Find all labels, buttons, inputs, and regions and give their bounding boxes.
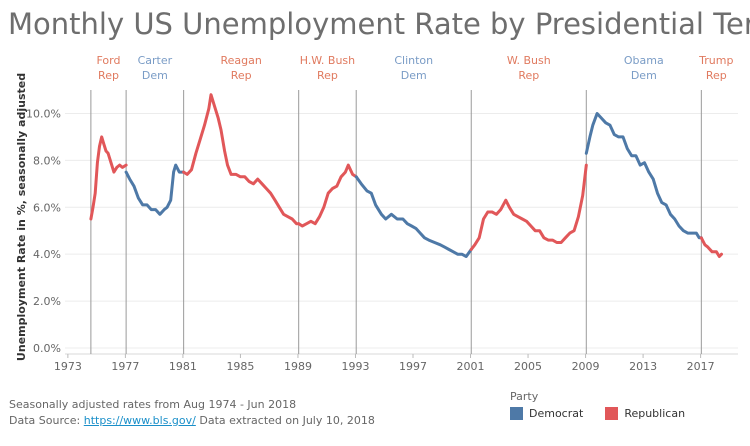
legend-item-democrat[interactable]: Democrat (510, 407, 583, 420)
series-line-obama (584, 112, 703, 240)
term-president-label: Carter (138, 54, 173, 67)
term-president-label: Obama (624, 54, 664, 67)
term-president-label: W. Bush (507, 54, 551, 67)
term-party-label: Rep (231, 69, 252, 82)
x-tick-label: 2001 (457, 360, 485, 373)
x-tick-label: 1985 (226, 360, 254, 373)
y-tick-label: 2.0% (33, 295, 61, 308)
series-line-w-bush (469, 163, 588, 251)
term-president-label: Ford (97, 54, 121, 67)
y-axis-label: Unemployment Rate in %, seasonally adjus… (15, 73, 28, 361)
line-chart: 0.0% 2.0% 4.0% 6.0% 8.0% 10.0% 1973 1977 1981 198… (15, 54, 738, 373)
x-tick-label: 2005 (514, 360, 542, 373)
x-tick-label: 1977 (111, 360, 139, 373)
series-line-h-w-bush (297, 163, 358, 228)
term-president-label: H.W. Bush (300, 54, 355, 67)
footer-note: Seasonally adjusted rates from Aug 1974 … (9, 398, 297, 411)
y-tick-label: 6.0% (33, 201, 61, 214)
legend-title: Party (510, 390, 539, 403)
term-party-label: Rep (98, 69, 119, 82)
y-tick-label: 4.0% (33, 248, 61, 261)
term-president-label: Reagan (220, 54, 261, 67)
grid-lines (65, 112, 738, 349)
legend-label-democrat: Democrat (529, 407, 584, 420)
source-link[interactable]: https://www.bls.gov/ (83, 414, 196, 427)
term-party-label: Dem (631, 69, 657, 82)
term-party-label: Rep (518, 69, 539, 82)
term-party-label: Rep (317, 69, 338, 82)
axes: 0.0% 2.0% 4.0% 6.0% 8.0% 10.0% 1973 1977 1981 198… (26, 107, 738, 373)
term-dividers (90, 90, 702, 354)
term-party-label: Rep (706, 69, 727, 82)
democrat-swatch (510, 407, 523, 420)
source-suffix: Data extracted on July 10, 2018 (195, 414, 375, 427)
legend-item-republican[interactable]: Republican (605, 407, 685, 420)
series-lines (89, 93, 723, 258)
republican-swatch (605, 407, 619, 420)
term-labels: Ford Rep Carter Dem Reagan Rep H.W. Bush Rep Cli… (97, 54, 734, 82)
y-tick-label: 10.0% (26, 107, 61, 120)
series-line-ford (89, 135, 128, 221)
series-line-carter (124, 163, 186, 216)
x-tick-label: 1989 (284, 360, 312, 373)
x-tick-label: 1973 (54, 360, 82, 373)
x-tick-label: 1997 (399, 360, 427, 373)
y-tick-label: 0.0% (33, 342, 61, 355)
series-line-trump (699, 236, 723, 258)
x-tick-label: 1981 (169, 360, 197, 373)
chart-title: Monthly US Unemployment Rate by Presiden… (8, 7, 750, 41)
x-tick-label: 2009 (572, 360, 600, 373)
footer-source: Data Source: https://www.bls.gov/ Data e… (9, 414, 375, 427)
series-line-clinton (354, 175, 473, 258)
y-tick-label: 8.0% (33, 154, 61, 167)
legend: Party Democrat Republican (510, 390, 685, 420)
term-president-label: Trump (698, 54, 733, 67)
x-tick-label: 2013 (629, 360, 657, 373)
term-party-label: Dem (401, 69, 427, 82)
series-line-reagan (182, 93, 301, 226)
term-party-label: Dem (142, 69, 168, 82)
legend-label-republican: Republican (624, 407, 686, 420)
source-prefix: Data Source: (9, 414, 84, 427)
x-tick-label: 1993 (341, 360, 369, 373)
x-tick-label: 2017 (687, 360, 715, 373)
term-president-label: Clinton (394, 54, 433, 67)
